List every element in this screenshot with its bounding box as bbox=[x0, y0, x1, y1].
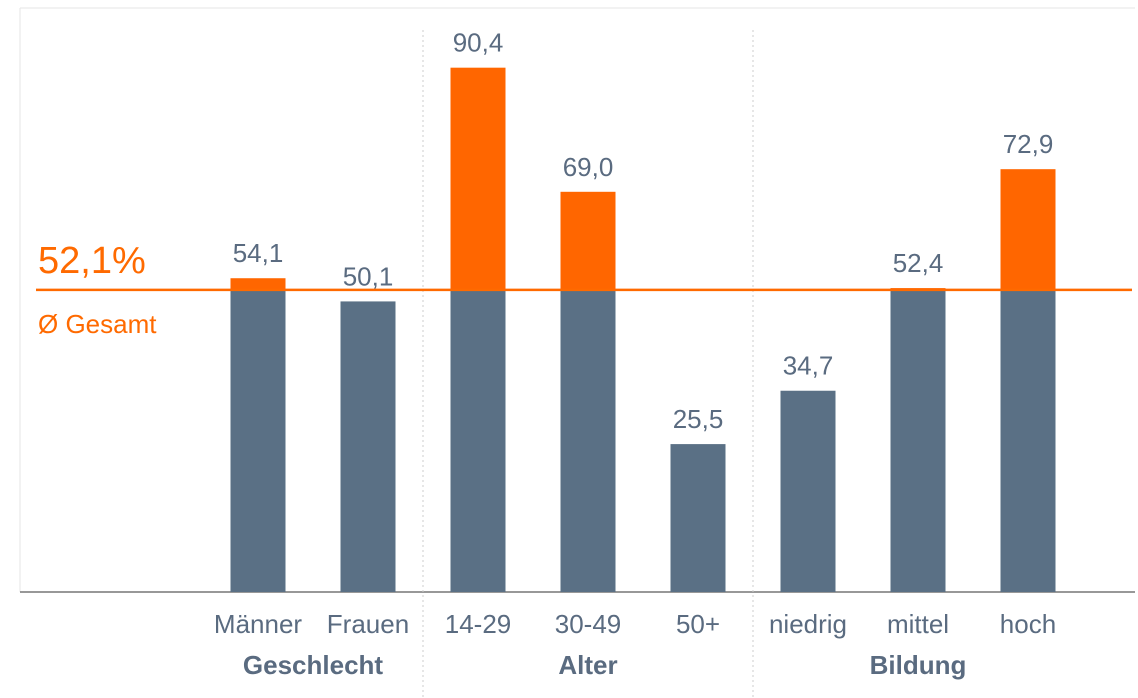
average-line-group: 52,1% Ø Gesamt bbox=[36, 240, 1132, 339]
category-label-männer: Männer bbox=[214, 609, 302, 639]
bar-mittel-base bbox=[890, 289, 946, 592]
value-label-50-: 25,5 bbox=[673, 404, 724, 434]
group-labels: Geschlecht Alter Bildung bbox=[243, 650, 966, 680]
value-label-frauen: 50,1 bbox=[343, 261, 394, 291]
bar-frauen bbox=[340, 301, 396, 592]
value-label-männer: 54,1 bbox=[233, 238, 284, 268]
category-label-14-29: 14-29 bbox=[445, 609, 512, 639]
value-label-hoch: 72,9 bbox=[1003, 129, 1054, 159]
category-label-niedrig: niedrig bbox=[769, 609, 847, 639]
average-label: Ø Gesamt bbox=[38, 309, 157, 339]
bars bbox=[230, 67, 1056, 592]
bar-30-49-base bbox=[560, 289, 616, 592]
category-labels: Männer Frauen 14-29 30-49 50+ niedrig mittel ho… bbox=[214, 609, 1056, 639]
value-label-30-49: 69,0 bbox=[563, 152, 614, 182]
category-label-mittel: mittel bbox=[887, 609, 949, 639]
bar-hoch-base bbox=[1000, 289, 1056, 592]
bar-hoch-above-average bbox=[1000, 169, 1056, 290]
value-labels: 54,1 50,1 90,4 69,0 25,5 34,7 52,4 72,9 bbox=[233, 28, 1054, 434]
value-label-niedrig: 34,7 bbox=[783, 351, 834, 381]
bar-30-49-above-average bbox=[560, 191, 616, 290]
category-label-50-: 50+ bbox=[676, 609, 720, 639]
category-label-30-49: 30-49 bbox=[555, 609, 622, 639]
bar-niedrig bbox=[780, 390, 836, 592]
group-label-geschlecht: Geschlecht bbox=[243, 650, 384, 680]
group-label-alter: Alter bbox=[558, 650, 617, 680]
group-label-bildung: Bildung bbox=[870, 650, 967, 680]
value-label-mittel: 52,4 bbox=[893, 248, 944, 278]
bar-14-29-base bbox=[450, 289, 506, 592]
value-label-14-29: 90,4 bbox=[453, 28, 504, 58]
category-label-frauen: Frauen bbox=[327, 609, 409, 639]
group-separators bbox=[422, 30, 754, 698]
category-label-hoch: hoch bbox=[1000, 609, 1056, 639]
bar-männer-base bbox=[230, 289, 286, 592]
bar-50- bbox=[670, 444, 726, 592]
bar-14-29-above-average bbox=[450, 67, 506, 290]
bar-männer-above-average bbox=[230, 278, 286, 290]
average-value: 52,1% bbox=[38, 240, 146, 282]
